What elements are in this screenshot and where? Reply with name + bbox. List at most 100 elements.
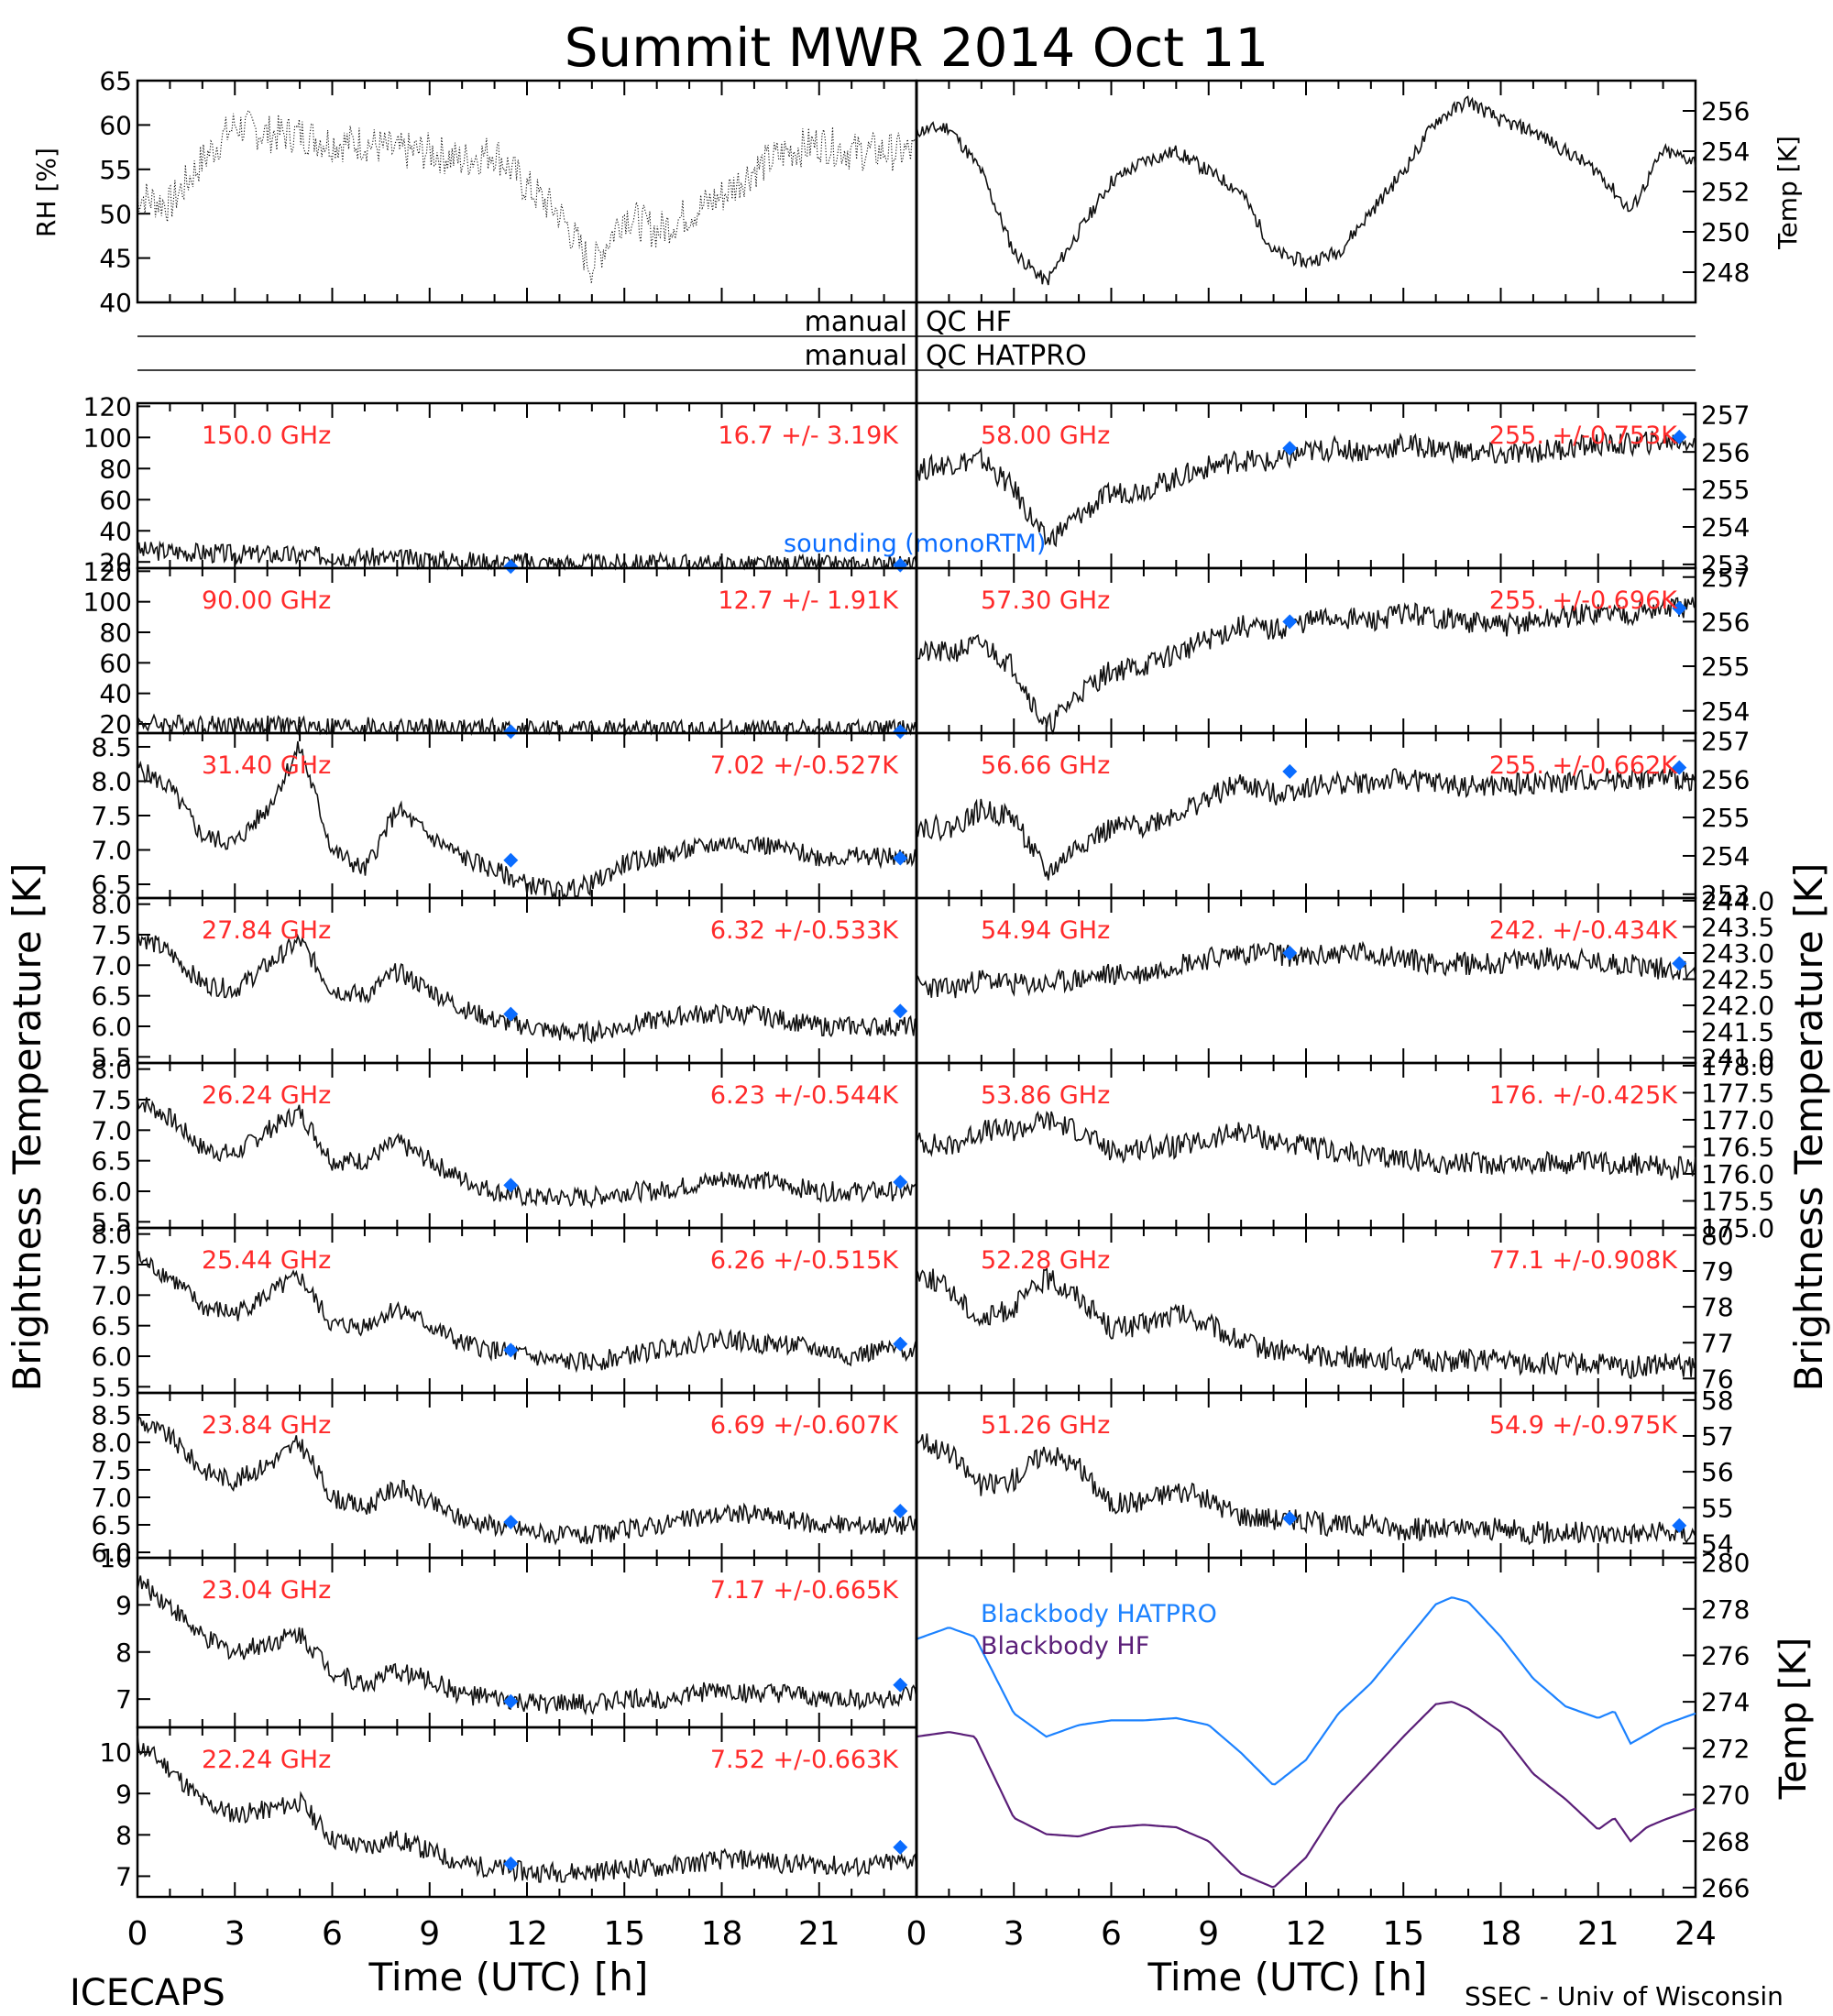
sounding-marker: [893, 1677, 908, 1693]
y-tick-label: 176.5: [1701, 1133, 1774, 1163]
y-tick-label: 8.0: [91, 890, 132, 920]
y-tick-label: 254: [1701, 841, 1750, 871]
rh-ylabel: RH [%]: [31, 148, 61, 237]
y-tick-label: 76: [1701, 1364, 1734, 1394]
y-tick-label: 58: [1701, 1386, 1734, 1416]
channel-label: 25.44 GHz: [202, 1246, 331, 1275]
y-tick-label: 256: [1701, 764, 1750, 794]
sounding-marker: [1672, 956, 1687, 971]
y-tick-label: 252: [1701, 177, 1750, 207]
series-line: [916, 940, 1696, 999]
series-tb2624: [137, 1097, 917, 1210]
sounding-marker: [1282, 1510, 1298, 1526]
y-tick-label: 20: [99, 709, 132, 740]
y-tick-label: 10: [99, 1543, 132, 1573]
sounding-marker: [893, 1175, 908, 1189]
series-tb150: [137, 540, 917, 572]
sounding-marker: [503, 1342, 519, 1358]
y-tick-label: 5.5: [91, 1372, 132, 1402]
y-tick-label: 7.5: [91, 920, 132, 950]
series-line: [916, 431, 1696, 548]
y-tick-label: 7: [115, 1684, 132, 1715]
blackbody-ylabel: Temp [K]: [1773, 1638, 1815, 1801]
series-temp: [916, 95, 1696, 286]
y-tick-label: 255: [1701, 652, 1750, 682]
qc-hatpro-label: QC HATPRO: [926, 340, 1087, 372]
y-tick-label: 175.5: [1701, 1187, 1774, 1217]
x-tick-label-left: 3: [225, 1915, 246, 1953]
y-tick-label: 79: [1701, 1256, 1734, 1287]
series-line: [916, 597, 1696, 736]
x-tick-label-left: 9: [419, 1915, 440, 1953]
x-tick-label-right: 15: [1382, 1915, 1424, 1953]
series-line: [137, 1251, 917, 1374]
channel-label: 57.30 GHz: [981, 586, 1110, 615]
sounding-marker: [503, 852, 519, 868]
channel-label: 54.94 GHz: [981, 916, 1110, 945]
y-tick-label: 177.5: [1701, 1079, 1774, 1109]
blackbody-series-0: [916, 1596, 1696, 1786]
y-tick-label: 241.5: [1701, 1017, 1774, 1047]
channel-stats: 12.7 +/- 1.91K: [718, 586, 899, 615]
y-tick-label: 254: [1701, 512, 1750, 542]
panel-tb2784: 8.07.57.06.56.05.5: [91, 890, 918, 1072]
y-tick-label: 6.5: [91, 1311, 132, 1342]
y-tick-label: 7.5: [91, 801, 132, 831]
y-tick-label: 9: [115, 1779, 132, 1809]
y-tick-label: 7.5: [91, 1455, 132, 1485]
channel-stats: 255. +/-0.662K: [1489, 751, 1678, 780]
x-tick-label-right: 9: [1198, 1915, 1219, 1953]
channel-label: 52.28 GHz: [981, 1246, 1110, 1275]
channel-stats: 16.7 +/- 3.19K: [718, 422, 899, 450]
channel-label: 23.84 GHz: [202, 1411, 331, 1440]
footer-ssec: SSEC - Univ of Wisconsin: [1465, 1981, 1784, 2011]
y-tick-label: 272: [1701, 1734, 1750, 1764]
y-tick-label: 77: [1701, 1328, 1734, 1358]
channel-label: 23.04 GHz: [202, 1576, 331, 1605]
channel-label: 51.26 GHz: [981, 1411, 1110, 1440]
sounding-annotation: sounding (monoRTM): [784, 530, 1046, 558]
series-tb2224: [137, 1736, 917, 1883]
series-tb5228: [916, 1267, 1696, 1380]
series-tb2304: [137, 1575, 917, 1716]
series-line: [916, 1433, 1696, 1546]
y-tick-label: 55: [1701, 1493, 1734, 1523]
panel-tb5800: 257 256 255 254 253: [915, 400, 1750, 580]
y-tick-label: 242.0: [1701, 991, 1774, 1021]
y-tick-label: 256: [1701, 96, 1750, 126]
y-tick-label: 55: [99, 155, 132, 185]
sounding-marker: [503, 1693, 519, 1709]
series-line: [916, 1110, 1696, 1180]
y-tick-label: 242.5: [1701, 965, 1774, 995]
y-tick-label: 5.5: [91, 1207, 132, 1237]
y-tick-label: 20: [99, 547, 132, 577]
y-tick-label: 60: [99, 648, 132, 678]
y-tick-label: 40: [99, 288, 132, 318]
channel-stats: 255. +/-0.753K: [1489, 422, 1678, 450]
y-tick-label: 257: [1701, 726, 1750, 756]
y-tick-label: 7: [115, 1862, 132, 1892]
y-tick-label: 6.0: [91, 1177, 132, 1207]
sounding-marker: [1672, 760, 1687, 775]
channel-stats: 54.9 +/-0.975K: [1489, 1411, 1678, 1440]
y-tick-label: 176.0: [1701, 1159, 1774, 1189]
sounding-marker: [1282, 614, 1298, 630]
x-tick-label-right: 6: [1101, 1915, 1122, 1953]
series-tb5730: [916, 597, 1696, 736]
y-tick-label: 250: [1701, 217, 1750, 247]
y-tick-label: 255: [1701, 803, 1750, 833]
panel-frame: [136, 79, 918, 304]
x-tick-label-right: 12: [1285, 1915, 1327, 1953]
y-tick-label: 5.5: [91, 1042, 132, 1072]
channel-label: 53.86 GHz: [981, 1081, 1110, 1110]
channel-label: 58.00 GHz: [981, 422, 1110, 450]
xlabel-left: Time (UTC) [h]: [368, 1955, 649, 2000]
y-tick-label: 6.0: [91, 1342, 132, 1372]
y-tick-label: 56: [1701, 1457, 1734, 1487]
panel-rh: 65 60 55 50 45 40: [99, 66, 918, 318]
ylabel-left: Brightness Temperature [K]: [5, 863, 49, 1392]
y-tick-label: 6.5: [91, 1510, 132, 1540]
series-tb2784: [137, 929, 917, 1045]
